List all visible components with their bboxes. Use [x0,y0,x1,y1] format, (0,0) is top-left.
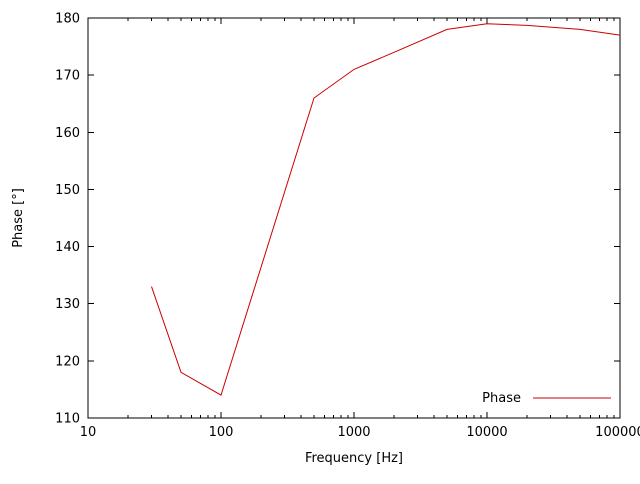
y-tick-label: 110 [55,412,80,427]
y-tick-label: 120 [55,354,80,369]
x-tick-label: 10 [80,425,97,440]
y-tick-label: 160 [55,126,80,141]
plot-border [87,17,621,419]
y-tick-label: 150 [55,183,80,198]
x-axis-label: Frequency [Hz] [305,451,403,466]
y-tick-label: 170 [55,69,80,84]
y-axis-label: Phase [°] [11,188,26,248]
x-tick-label: 100 [209,425,234,440]
y-tick-label: 130 [55,297,80,312]
x-tick-label: 10000 [466,425,507,440]
x-tick-label: 100000 [595,425,640,440]
phase-data-line [151,23,621,396]
y-tick-label: 180 [55,12,80,27]
x-tick-label: 1000 [337,425,370,440]
legend-label: Phase [482,391,521,406]
y-tick-label: 140 [55,240,80,255]
